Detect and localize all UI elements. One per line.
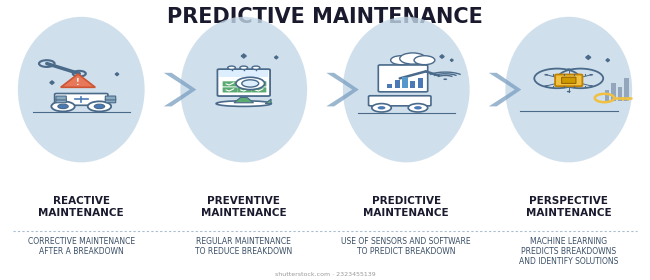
Polygon shape [234, 97, 254, 103]
FancyBboxPatch shape [611, 83, 616, 101]
Ellipse shape [506, 17, 632, 162]
Circle shape [94, 104, 105, 109]
Ellipse shape [18, 17, 144, 162]
FancyBboxPatch shape [252, 81, 266, 87]
Text: CORRECTIVE MAINTENANCE
AFTER A BREAKDOWN: CORRECTIVE MAINTENANCE AFTER A BREAKDOWN [28, 237, 135, 256]
FancyBboxPatch shape [105, 99, 116, 103]
Circle shape [443, 78, 447, 80]
Circle shape [391, 56, 411, 65]
Text: PERSPECTIVE
MAINTENANCE: PERSPECTIVE MAINTENANCE [526, 196, 612, 218]
Text: MACHINE LEARNING
PREDICTS BREAKDOWNS
AND IDENTIFY SOLUTIONS: MACHINE LEARNING PREDICTS BREAKDOWNS AND… [519, 237, 618, 266]
Circle shape [58, 104, 68, 109]
FancyBboxPatch shape [387, 83, 392, 88]
Polygon shape [115, 73, 119, 76]
FancyBboxPatch shape [562, 77, 576, 83]
Polygon shape [164, 73, 196, 106]
Circle shape [414, 106, 422, 109]
FancyBboxPatch shape [55, 94, 108, 105]
FancyBboxPatch shape [56, 99, 66, 103]
Circle shape [88, 101, 111, 111]
Circle shape [240, 66, 248, 69]
Circle shape [378, 106, 385, 109]
Circle shape [590, 74, 593, 76]
Text: !: ! [76, 78, 80, 87]
Circle shape [590, 85, 593, 87]
FancyBboxPatch shape [402, 77, 408, 88]
FancyBboxPatch shape [369, 96, 431, 106]
Text: PREDICTIVE MAINTENANCE: PREDICTIVE MAINTENANCE [167, 7, 483, 27]
Polygon shape [241, 54, 246, 58]
Circle shape [51, 101, 75, 111]
Text: REACTIVE
MAINTENANCE: REACTIVE MAINTENANCE [38, 196, 124, 218]
Polygon shape [50, 81, 54, 84]
Polygon shape [440, 55, 444, 58]
FancyBboxPatch shape [604, 90, 609, 101]
FancyBboxPatch shape [222, 81, 237, 87]
Polygon shape [60, 74, 96, 87]
Text: shutterstock.com · 2323455139: shutterstock.com · 2323455139 [274, 272, 376, 277]
Circle shape [567, 91, 571, 92]
Circle shape [414, 56, 435, 65]
FancyBboxPatch shape [222, 87, 237, 92]
Circle shape [544, 74, 548, 76]
FancyBboxPatch shape [378, 65, 428, 92]
Polygon shape [274, 56, 278, 59]
Polygon shape [586, 55, 591, 59]
Circle shape [400, 53, 426, 64]
Polygon shape [265, 99, 271, 104]
Circle shape [567, 68, 571, 70]
Text: PREVENTIVE
MAINTENANCE: PREVENTIVE MAINTENANCE [201, 196, 287, 218]
Text: USE OF SENSORS AND SOFTWARE
TO PREDICT BREAKDOWN: USE OF SENSORS AND SOFTWARE TO PREDICT B… [341, 237, 471, 256]
FancyBboxPatch shape [252, 87, 266, 92]
Circle shape [544, 85, 548, 87]
FancyBboxPatch shape [220, 70, 268, 77]
Ellipse shape [216, 101, 272, 106]
Polygon shape [326, 73, 359, 106]
Circle shape [236, 77, 265, 90]
FancyBboxPatch shape [418, 78, 423, 88]
Circle shape [227, 66, 235, 69]
Ellipse shape [343, 17, 469, 162]
FancyBboxPatch shape [618, 87, 622, 101]
FancyBboxPatch shape [624, 78, 629, 101]
Polygon shape [450, 59, 453, 61]
Polygon shape [606, 59, 610, 62]
Circle shape [408, 104, 428, 112]
FancyBboxPatch shape [105, 96, 116, 100]
Polygon shape [489, 73, 521, 106]
Text: PREDICTIVE
MAINTENANCE: PREDICTIVE MAINTENANCE [363, 196, 449, 218]
Circle shape [242, 80, 259, 87]
FancyBboxPatch shape [56, 96, 66, 100]
FancyBboxPatch shape [237, 87, 252, 92]
Circle shape [252, 66, 260, 69]
Text: REGULAR MAINTENANCE
TO REDUCE BREAKDOWN: REGULAR MAINTENANCE TO REDUCE BREAKDOWN [195, 237, 292, 256]
Ellipse shape [181, 17, 307, 162]
FancyBboxPatch shape [555, 74, 582, 86]
Circle shape [372, 104, 391, 112]
FancyBboxPatch shape [395, 80, 400, 88]
FancyBboxPatch shape [237, 81, 252, 87]
FancyBboxPatch shape [217, 69, 270, 96]
FancyBboxPatch shape [410, 81, 415, 88]
